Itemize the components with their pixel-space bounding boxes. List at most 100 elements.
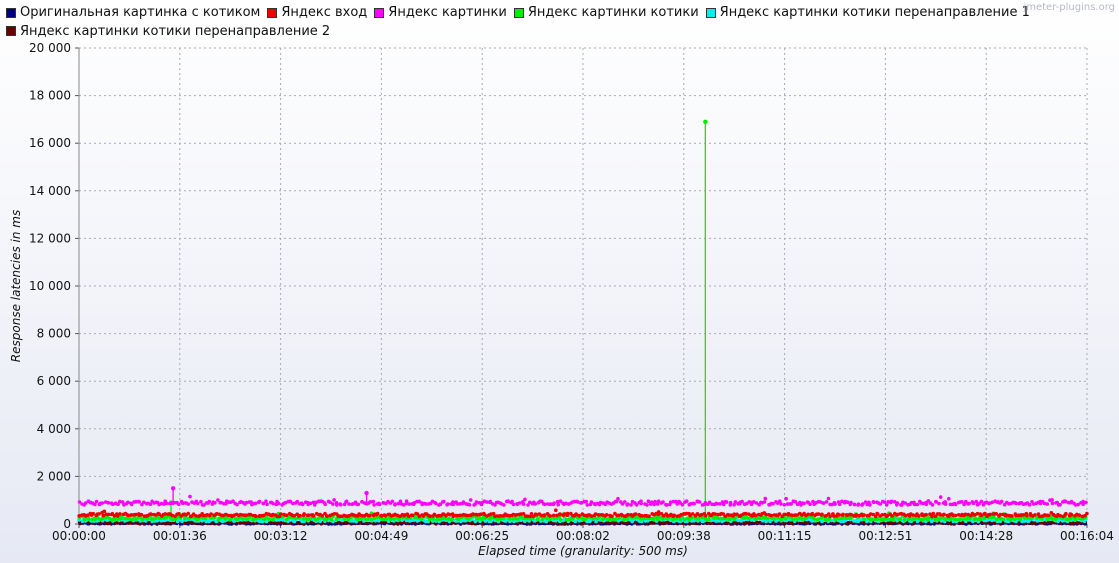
data-point (347, 513, 352, 518)
data-point (271, 501, 275, 506)
data-point (167, 521, 171, 525)
data-point (292, 514, 297, 518)
data-point (650, 500, 654, 505)
data-point (521, 512, 526, 516)
data-point (467, 503, 472, 507)
data-point (506, 499, 511, 504)
data-point (244, 521, 248, 525)
data-point (880, 513, 885, 517)
data-point (511, 502, 516, 507)
data-point (732, 517, 737, 522)
data-point (789, 502, 793, 506)
data-point (434, 501, 438, 506)
data-point (544, 519, 549, 524)
data-point (979, 517, 983, 522)
spike-point (703, 119, 708, 124)
data-point (979, 499, 984, 504)
data-point (1021, 513, 1026, 517)
data-point (554, 508, 558, 512)
data-point (356, 502, 361, 507)
data-point (485, 500, 489, 504)
data-point (616, 513, 621, 518)
data-point (982, 516, 987, 521)
data-point (438, 502, 443, 507)
data-point (173, 517, 178, 521)
data-point (711, 521, 715, 525)
data-point (216, 498, 220, 502)
data-point (471, 512, 475, 516)
data-point (764, 512, 768, 517)
data-point (106, 512, 111, 517)
data-point (194, 514, 198, 518)
data-point (555, 516, 559, 520)
data-point (77, 514, 81, 518)
data-point (888, 517, 892, 522)
data-point (526, 503, 530, 507)
data-point (454, 519, 459, 523)
data-point (784, 496, 788, 501)
data-point (688, 513, 692, 518)
data-point (552, 501, 556, 506)
data-point (744, 511, 748, 516)
data-point (417, 514, 422, 518)
data-point (824, 514, 828, 518)
data-point (1010, 514, 1014, 518)
data-point (837, 513, 842, 517)
data-point (291, 501, 295, 506)
data-point (134, 499, 138, 504)
data-point (474, 500, 479, 504)
data-point (1025, 513, 1029, 518)
data-point (261, 501, 266, 506)
data-point (499, 517, 503, 521)
data-point (988, 512, 992, 517)
data-point (779, 517, 784, 522)
data-point (432, 512, 437, 517)
data-point (207, 519, 211, 524)
data-point (657, 515, 661, 520)
data-point (176, 512, 181, 516)
data-point (873, 514, 878, 519)
data-point (779, 502, 783, 506)
data-point (715, 516, 720, 520)
data-point (629, 503, 633, 507)
data-point (856, 502, 861, 507)
y-tick-label: 16 000 (29, 136, 71, 150)
data-point (300, 502, 305, 507)
data-point (623, 500, 627, 504)
legend-swatch (6, 26, 16, 36)
data-point (960, 500, 964, 504)
data-point (823, 517, 828, 522)
data-point (782, 503, 787, 507)
data-point (555, 513, 559, 518)
data-point (915, 502, 920, 507)
data-point (1064, 499, 1068, 504)
data-point (202, 503, 206, 507)
data-point (542, 513, 547, 517)
data-point (793, 500, 798, 504)
data-point (626, 512, 630, 517)
data-point (320, 514, 325, 518)
data-point (308, 517, 313, 521)
data-point (820, 519, 824, 524)
data-point (995, 517, 999, 521)
data-point (323, 511, 327, 516)
data-point (295, 499, 300, 504)
x-tick-label: 00:11:15 (758, 529, 812, 543)
data-point (1033, 521, 1037, 525)
data-point (331, 502, 335, 506)
data-point (102, 509, 107, 514)
y-tick-label: 18 000 (29, 89, 71, 103)
legend-swatch (705, 7, 716, 18)
data-point (930, 503, 935, 507)
data-point (646, 499, 651, 504)
data-point (878, 502, 883, 506)
data-point (440, 521, 445, 525)
data-point (129, 502, 134, 507)
legend-item: Яндекс картинки (374, 4, 507, 21)
data-point (318, 519, 323, 524)
data-point (93, 502, 97, 507)
data-point (465, 513, 470, 518)
data-point (926, 516, 931, 520)
data-point (343, 517, 347, 521)
data-point (186, 502, 191, 506)
